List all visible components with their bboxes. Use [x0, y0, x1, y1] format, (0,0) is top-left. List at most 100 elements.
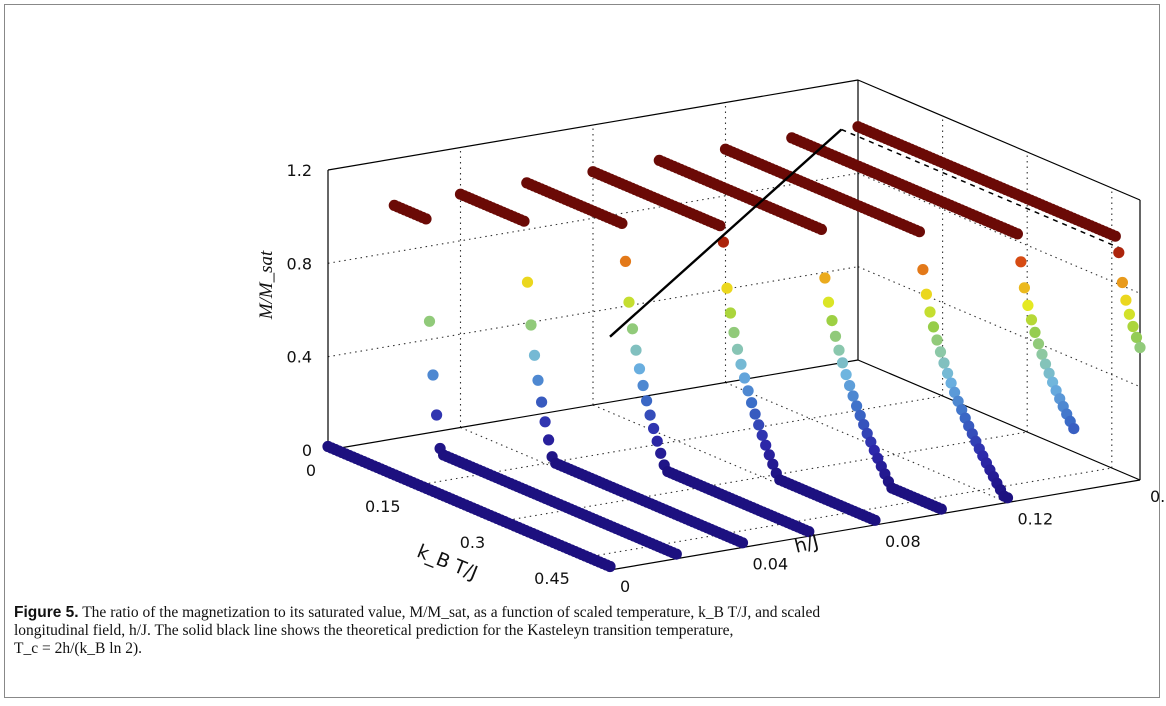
data-point [949, 386, 961, 398]
data-point [920, 288, 933, 300]
data-point [1134, 341, 1146, 354]
z-tick-label: 0.8 [287, 254, 312, 273]
data-point [735, 358, 747, 370]
data-point [536, 396, 548, 408]
data-point [731, 343, 744, 355]
x-tick-label: 0.15 [365, 497, 401, 516]
data-point [917, 264, 929, 276]
data-point [938, 357, 950, 369]
data-point [1025, 314, 1038, 326]
data-point [858, 419, 870, 431]
data-point [420, 213, 432, 225]
data-point [844, 380, 856, 392]
data-point [427, 369, 439, 381]
data-point [1015, 256, 1027, 268]
data-point [742, 385, 754, 397]
y-tick-label: 0.08 [885, 532, 921, 551]
data-point [1116, 276, 1128, 289]
data-point [644, 409, 656, 421]
data-point [637, 379, 649, 392]
data-point [840, 369, 852, 381]
data-point [1123, 308, 1135, 320]
data-point [861, 427, 873, 440]
data-point [525, 319, 537, 331]
data-point [1130, 331, 1143, 343]
data-point [803, 526, 815, 538]
data-point [728, 326, 740, 339]
data-point [942, 367, 954, 379]
y-tick-label: 0 [620, 577, 630, 596]
data-point [518, 215, 530, 227]
data-point [623, 296, 635, 308]
data-point [833, 344, 845, 356]
y-tick-label: 0.12 [1018, 510, 1054, 529]
data-point [739, 372, 751, 384]
axis-frame-edge [857, 359, 1141, 481]
data-point [847, 390, 859, 402]
data-point [819, 272, 831, 284]
data-point [604, 560, 616, 573]
data-point [633, 363, 646, 375]
grid-line-side-m [857, 266, 1141, 388]
data-point [836, 357, 849, 369]
data-point [826, 315, 838, 327]
data-point [934, 346, 947, 358]
caption-text-1: The ratio of the magnetization to its sa… [82, 604, 821, 621]
data-point [1068, 423, 1080, 435]
chart-plot: 0 0.4 0.8 1.2 0 0.15 0.3 0.45 0 0.04 0.08 0.12 0.16 M… [256, 79, 1166, 596]
data-point [913, 226, 926, 238]
data-point [1032, 338, 1045, 350]
data-point [670, 548, 682, 560]
data-point [1036, 348, 1048, 360]
data-point [763, 449, 775, 461]
data-point [1120, 294, 1132, 306]
saturation-dashed-line [841, 128, 1124, 251]
data-point [543, 434, 555, 446]
data-point [717, 236, 730, 248]
data-point [724, 307, 737, 319]
data-point [1018, 282, 1030, 294]
data-point [651, 435, 663, 447]
figure-label: Figure 5. [14, 604, 79, 621]
data-point [721, 282, 733, 294]
data-point [749, 408, 761, 420]
data-point [1109, 230, 1121, 242]
data-point [952, 395, 964, 407]
x-tick-label: 0.45 [534, 569, 570, 588]
data-point [1043, 367, 1055, 379]
data-point [1029, 326, 1041, 338]
data-point [616, 217, 628, 229]
data-point [648, 422, 660, 435]
data-point [869, 514, 881, 526]
data-point [1022, 299, 1034, 311]
data-point [521, 276, 534, 288]
data-point [815, 223, 828, 235]
data-point [822, 296, 835, 308]
z-axis-label: M/M_sat [256, 250, 277, 320]
figure-caption: Figure 5. The ratio of the magnetization… [14, 604, 1144, 658]
data-point [626, 323, 639, 335]
data-point [423, 315, 436, 327]
caption-line-2: longitudinal field, h/J. The solid black… [14, 622, 734, 639]
y-tick-label: 0.04 [753, 555, 789, 574]
z-tick-label: 1.2 [287, 161, 312, 180]
data-point [1113, 247, 1125, 259]
data-point [1011, 228, 1024, 240]
data-point [746, 397, 758, 409]
data-point [1039, 358, 1052, 370]
caption-line-1: Figure 5. The ratio of the magnetization… [14, 604, 1144, 622]
data-point [736, 537, 749, 549]
figure-frame [4, 4, 1160, 698]
data-point [630, 344, 642, 356]
transition-line [609, 128, 843, 338]
data-point [1047, 376, 1059, 388]
data-point [767, 458, 779, 470]
axis-frame-edge [327, 79, 859, 171]
data-point [935, 503, 947, 515]
axis-frame-edge [857, 79, 1141, 201]
data-point [854, 409, 866, 422]
data-point [927, 321, 940, 333]
y-tick-label: 0.16 [1150, 487, 1166, 506]
x-tick-label: 0 [306, 461, 316, 480]
data-point [1127, 320, 1139, 333]
